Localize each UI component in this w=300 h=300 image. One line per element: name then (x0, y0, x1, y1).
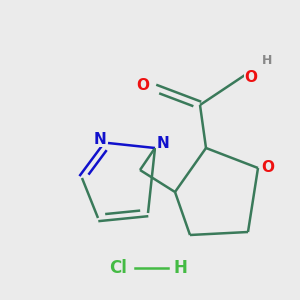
Text: N: N (94, 131, 106, 146)
Text: H: H (262, 55, 272, 68)
Text: N: N (157, 136, 169, 152)
Text: O: O (136, 79, 149, 94)
Text: O: O (244, 70, 257, 85)
Text: O: O (262, 160, 275, 175)
Text: H: H (173, 259, 187, 277)
Text: Cl: Cl (109, 259, 127, 277)
